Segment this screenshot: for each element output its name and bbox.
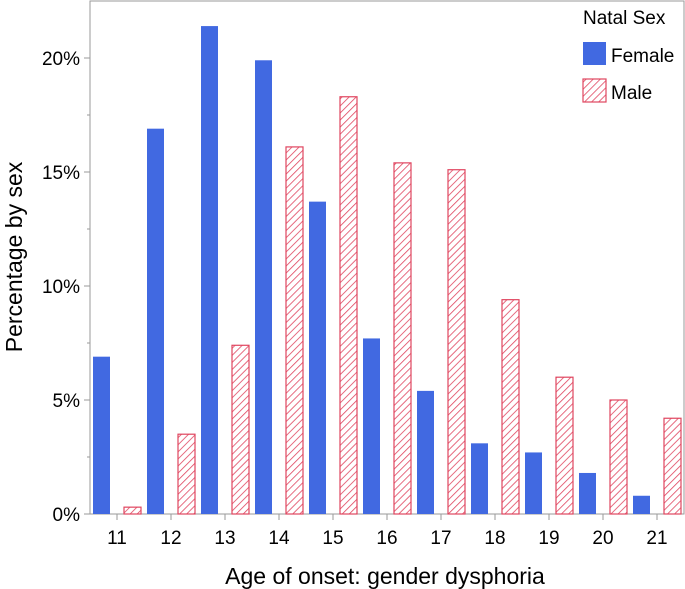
bar-male-14 <box>285 146 304 515</box>
bar-female-17 <box>417 390 434 514</box>
bar-female-18 <box>471 443 488 514</box>
bar-female-13 <box>201 26 218 515</box>
bar-female-15 <box>309 201 326 514</box>
bar-female-12 <box>147 128 164 514</box>
legend-swatch-female <box>583 42 606 65</box>
bar-male-11 <box>123 506 142 515</box>
bar-male-18 <box>501 299 520 515</box>
legend-title: Natal Sex <box>583 8 666 29</box>
y-tick-label: 10% <box>42 277 80 298</box>
bar-female-11 <box>93 356 110 514</box>
x-axis-title: Age of onset: gender dysphoria <box>225 563 545 589</box>
y-tick-label: 15% <box>42 163 80 184</box>
x-tick-label: 19 <box>538 528 559 549</box>
x-tick-label: 21 <box>646 528 667 549</box>
x-tick-label: 14 <box>268 528 290 549</box>
bar-male-13 <box>231 344 250 515</box>
bar-female-16 <box>363 338 380 514</box>
x-tick-label: 13 <box>214 528 235 549</box>
legend-label-female: Female <box>611 46 674 67</box>
x-tick-label: 20 <box>592 528 613 549</box>
y-tick-label: 5% <box>53 391 81 412</box>
x-tick-label: 16 <box>376 528 397 549</box>
y-tick-label: 20% <box>42 49 80 70</box>
y-axis: 0% 5% 10% 15% 20% <box>42 49 90 526</box>
bars <box>93 26 682 515</box>
bar-male-21 <box>663 417 682 515</box>
x-tick-label: 12 <box>160 528 181 549</box>
bar-male-17 <box>447 169 466 515</box>
bar-female-20 <box>579 472 596 514</box>
legend: Natal Sex Female Male <box>582 8 674 104</box>
bar-male-20 <box>609 399 628 515</box>
bar-female-14 <box>255 60 272 514</box>
y-tick-label: 0% <box>53 505 81 526</box>
x-tick-label: 11 <box>107 528 127 549</box>
legend-label-male: Male <box>611 83 652 104</box>
bar-male-16 <box>393 162 412 515</box>
x-tick-label: 18 <box>484 528 505 549</box>
x-axis: 11 12 13 14 15 16 17 18 19 20 21 <box>107 514 668 549</box>
legend-swatch-male <box>582 78 607 103</box>
bar-male-12 <box>177 433 196 515</box>
bar-male-15 <box>339 96 358 515</box>
x-tick-label: 17 <box>430 528 451 549</box>
x-tick-label: 15 <box>322 528 343 549</box>
bar-female-19 <box>525 452 542 514</box>
bar-female-21 <box>633 495 650 514</box>
bar-male-19 <box>555 376 574 515</box>
y-axis-title: Percentage by sex <box>1 161 27 352</box>
